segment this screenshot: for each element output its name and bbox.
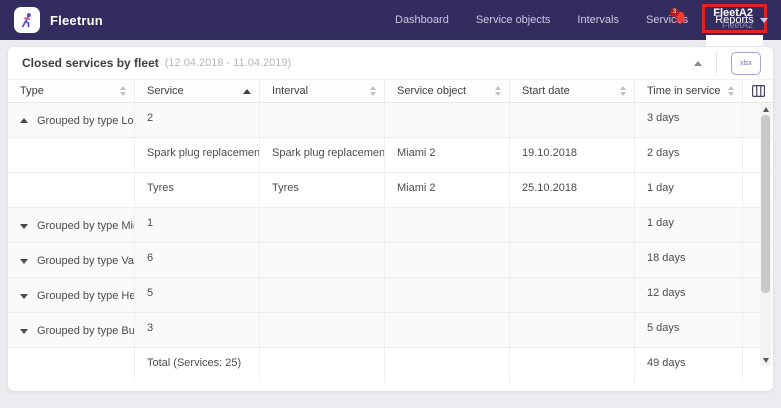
cell-interval <box>260 313 385 347</box>
cell-service: 5 <box>135 278 260 312</box>
cell-service-object <box>385 313 510 347</box>
cell-service: Tyres <box>135 173 260 207</box>
cell-service: 1 <box>135 208 260 242</box>
table-row-group-heavy-truck[interactable]: Grouped by type Heavy truck 5 12 days <box>8 278 773 313</box>
table-row-detail[interactable]: Tyres Tyres Miami 2 25.10.2018 1 day <box>8 173 773 208</box>
cell-start-date <box>510 278 635 312</box>
sort-icon <box>370 86 376 96</box>
expand-group-icon[interactable] <box>20 259 28 264</box>
collapse-panel-icon[interactable] <box>694 60 702 66</box>
sort-icon <box>495 86 501 96</box>
table-header-row: Type Service Interval Service object Sta… <box>8 79 773 103</box>
table-columns-icon <box>751 85 765 97</box>
report-date-range: (12.04.2018 - 11.04.2019) <box>164 57 292 69</box>
table-row-group-bus[interactable]: Grouped by type Bus 3 5 days <box>8 313 773 348</box>
cell-time-in-service: 2 days <box>635 138 743 172</box>
active-tab-indicator <box>706 35 763 46</box>
user-name: FleetA2 <box>713 7 753 19</box>
panel-header: Closed services by fleet (12.04.2018 - 1… <box>8 47 773 79</box>
cell-service-object <box>385 103 510 137</box>
report-title: Closed services by fleet <box>22 56 159 70</box>
notifications-count-badge: 3 <box>670 8 679 17</box>
column-header-interval[interactable]: Interval <box>260 80 385 102</box>
cell-service-object <box>385 243 510 277</box>
scroll-down-icon[interactable] <box>762 358 769 363</box>
cell-type: Grouped by type Lorry <box>37 115 134 127</box>
cell-service: 2 <box>135 103 260 137</box>
main-nav: Dashboard Service objects Intervals Serv… <box>395 0 767 46</box>
cell-interval: Spark plug replacement <box>260 138 385 172</box>
cell-service-object <box>385 208 510 242</box>
cell-start-date <box>510 103 635 137</box>
tab-reports-label: Reports <box>715 14 754 26</box>
sort-icon <box>620 86 626 96</box>
cell-interval: Tyres <box>260 173 385 207</box>
table-row-detail[interactable]: Spark plug replacement Spark plug replac… <box>8 138 773 173</box>
cell-time-in-service: 1 day <box>635 173 743 207</box>
table-row-group-lorry[interactable]: Grouped by type Lorry 2 3 days <box>8 103 773 138</box>
column-header-type[interactable]: Type <box>8 80 135 102</box>
cell-start-date <box>510 313 635 347</box>
sort-icon <box>728 86 734 96</box>
cell-service-object <box>385 278 510 312</box>
column-settings-button[interactable] <box>743 80 773 102</box>
column-header-time-in-service[interactable]: Time in service <box>635 80 743 102</box>
cell-interval <box>260 278 385 312</box>
cell-type: Grouped by type Bus <box>37 325 135 337</box>
cell-start-date: 19.10.2018 <box>510 138 635 172</box>
expand-group-icon[interactable] <box>20 329 28 334</box>
user-menu[interactable]: FleetA2 FleetA2 <box>713 7 753 30</box>
top-bar: Fleetrun Dashboard Service objects Inter… <box>0 0 781 46</box>
sort-ascending-icon <box>243 88 251 94</box>
export-xlsx-button[interactable]: xlsx <box>731 51 761 75</box>
collapse-group-icon[interactable] <box>20 118 28 123</box>
table-row-group-microbus[interactable]: Grouped by type Microbus 1 1 day <box>8 208 773 243</box>
cell-service-object: Miami 2 <box>385 138 510 172</box>
cell-type: Grouped by type Heavy truck <box>37 290 135 302</box>
cell-service: 3 <box>135 313 260 347</box>
cell-interval <box>260 208 385 242</box>
cell-time-in-service: 5 days <box>635 313 743 347</box>
cell-start-date <box>510 208 635 242</box>
chevron-down-icon[interactable] <box>760 18 768 23</box>
cell-start-date: 25.10.2018 <box>510 173 635 207</box>
cell-time-in-service: 18 days <box>635 243 743 277</box>
column-header-start-date[interactable]: Start date <box>510 80 635 102</box>
cell-time-in-service: 12 days <box>635 278 743 312</box>
tab-dashboard[interactable]: Dashboard <box>395 14 449 26</box>
cell-time-in-service: 1 day <box>635 208 743 242</box>
notifications-bell-icon[interactable]: 3 <box>670 8 692 30</box>
table-row-group-van[interactable]: Grouped by type Van 6 18 days <box>8 243 773 278</box>
column-header-service[interactable]: Service <box>135 80 260 102</box>
cell-total-label: Total (Services: 25) <box>135 348 260 383</box>
vertical-scrollbar[interactable] <box>760 104 771 366</box>
user-account: FleetA2 <box>721 20 753 30</box>
fleetrun-logo-icon <box>14 7 40 33</box>
cell-type: Grouped by type Microbus <box>37 220 134 232</box>
cell-service-object: Miami 2 <box>385 173 510 207</box>
expand-group-icon[interactable] <box>20 224 28 229</box>
cell-interval <box>260 243 385 277</box>
cell-service: 6 <box>135 243 260 277</box>
panel-tools: xlsx <box>694 51 761 75</box>
cell-interval <box>260 103 385 137</box>
cell-service: Spark plug replacement <box>135 138 260 172</box>
app-title: Fleetrun <box>50 12 103 28</box>
cell-total-time: 49 days <box>635 348 743 383</box>
expand-group-icon[interactable] <box>20 294 28 299</box>
column-header-service-object[interactable]: Service object <box>385 80 510 102</box>
tab-service-objects[interactable]: Service objects <box>475 14 551 26</box>
scrollbar-thumb[interactable] <box>761 115 770 293</box>
sort-icon <box>120 86 126 96</box>
divider <box>716 52 717 74</box>
report-panel: Closed services by fleet (12.04.2018 - 1… <box>8 47 773 391</box>
cell-type: Grouped by type Van <box>37 255 135 267</box>
cell-start-date <box>510 243 635 277</box>
cell-time-in-service: 3 days <box>635 103 743 137</box>
scroll-up-icon[interactable] <box>762 107 769 112</box>
tab-intervals[interactable]: Intervals <box>577 14 619 26</box>
table-row-total: Total (Services: 25) 49 days <box>8 348 773 383</box>
